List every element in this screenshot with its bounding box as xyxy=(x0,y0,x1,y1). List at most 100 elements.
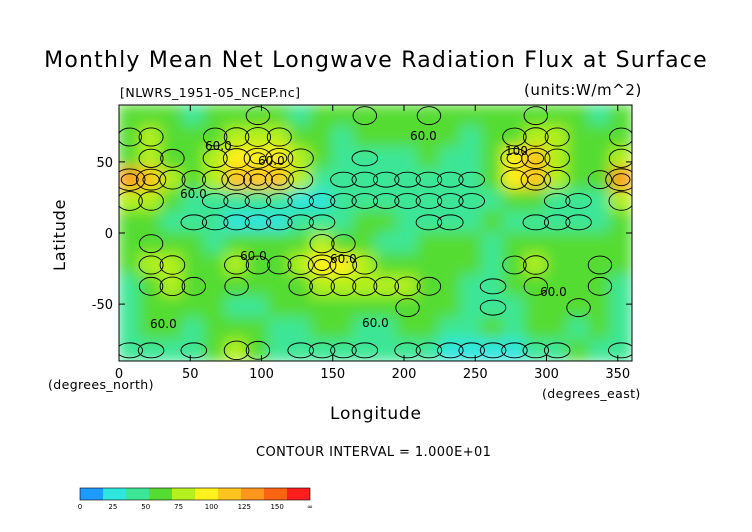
field-cell xyxy=(502,168,527,192)
field-cell xyxy=(331,296,356,320)
contour-line xyxy=(135,168,167,191)
contour-line xyxy=(416,106,442,126)
field-cell xyxy=(203,189,227,213)
contour-line xyxy=(565,214,592,231)
contour-line xyxy=(223,193,250,209)
contour-line xyxy=(543,214,571,231)
contour-line xyxy=(271,152,288,165)
contour-line xyxy=(351,150,379,167)
contour-line xyxy=(523,255,549,275)
contour-line xyxy=(243,168,273,191)
field-cell xyxy=(481,232,505,256)
field-cell xyxy=(310,125,334,149)
field-cell xyxy=(267,146,291,170)
field-cell xyxy=(460,210,484,234)
contour-line xyxy=(138,127,164,147)
field-cell xyxy=(395,253,420,277)
field-cell xyxy=(331,189,356,213)
field-cell xyxy=(224,338,249,361)
field-cell xyxy=(246,125,270,149)
field-cell xyxy=(203,274,227,298)
contour-line xyxy=(458,171,485,188)
x-tick-label: 0 xyxy=(115,367,123,382)
field-cell xyxy=(609,168,632,192)
field-cell xyxy=(139,274,163,298)
field-cell xyxy=(246,168,270,192)
field-cell xyxy=(160,253,185,277)
field-cell xyxy=(374,232,398,256)
contour-line xyxy=(138,276,164,296)
field-cell xyxy=(481,189,505,213)
field-cell xyxy=(545,168,569,192)
field-cell xyxy=(502,317,527,341)
field-cell xyxy=(588,168,612,192)
field-cell xyxy=(224,210,249,234)
contour-line xyxy=(479,342,507,359)
contour-line xyxy=(415,171,443,188)
field-cell xyxy=(119,146,142,170)
field-cell xyxy=(246,317,270,341)
contour-line xyxy=(330,171,357,188)
contour-line xyxy=(138,191,164,211)
colorbar-tick-label: 100 xyxy=(205,503,218,511)
field-cell xyxy=(545,125,569,149)
field-cell xyxy=(119,338,142,361)
field-cell xyxy=(481,125,505,149)
field-cell xyxy=(545,338,569,361)
field-cell xyxy=(417,168,441,192)
contour-line xyxy=(437,342,464,359)
contour-line xyxy=(544,169,571,190)
contour-line xyxy=(609,127,632,147)
field-cell xyxy=(374,317,398,341)
field-cell xyxy=(438,317,462,341)
field-cell xyxy=(502,232,527,256)
field-cell xyxy=(566,317,591,341)
contour-value-label: 100 xyxy=(505,144,528,158)
field-cell xyxy=(353,105,377,128)
contour-line xyxy=(502,127,527,147)
field-cell xyxy=(588,296,612,320)
field-cell xyxy=(353,146,377,170)
colorbar-swatch xyxy=(264,488,287,500)
field-cell xyxy=(417,274,441,298)
contour-line xyxy=(119,191,143,211)
contour-line xyxy=(351,342,379,359)
field-cell xyxy=(566,189,591,213)
field-cell xyxy=(566,105,591,128)
contour-line xyxy=(222,148,251,169)
contour-line xyxy=(138,255,164,275)
contour-line xyxy=(308,193,336,209)
field-cell xyxy=(331,338,356,361)
field-cell xyxy=(545,146,569,170)
field-cell xyxy=(160,210,185,234)
field-cell xyxy=(438,125,462,149)
contour-line xyxy=(266,214,293,231)
contour-line xyxy=(287,342,314,359)
field-cell xyxy=(460,253,484,277)
contour-line xyxy=(527,173,545,186)
field-cell xyxy=(331,168,356,192)
field-cell xyxy=(524,317,548,341)
contour-line xyxy=(159,276,186,297)
field-cell xyxy=(502,274,527,298)
contour-line xyxy=(120,173,139,187)
field-cell xyxy=(139,189,163,213)
contour-line xyxy=(309,276,335,297)
field-cell xyxy=(289,168,313,192)
x-tick-label: 100 xyxy=(249,367,274,382)
contour-line xyxy=(330,342,357,359)
colorbar-tick-label: 125 xyxy=(238,503,251,511)
field-cell xyxy=(139,338,163,361)
field-cell xyxy=(139,232,163,256)
field-cell xyxy=(182,253,206,277)
field-cell xyxy=(417,146,441,170)
contour-line xyxy=(415,214,443,231)
contour-line xyxy=(352,106,378,126)
contour-line xyxy=(352,276,378,296)
field-cell xyxy=(566,253,591,277)
field-cell xyxy=(524,338,548,361)
contour-line xyxy=(224,276,249,296)
field-cell xyxy=(545,105,569,128)
heatmap-field xyxy=(119,105,632,361)
field-cell xyxy=(331,274,356,298)
